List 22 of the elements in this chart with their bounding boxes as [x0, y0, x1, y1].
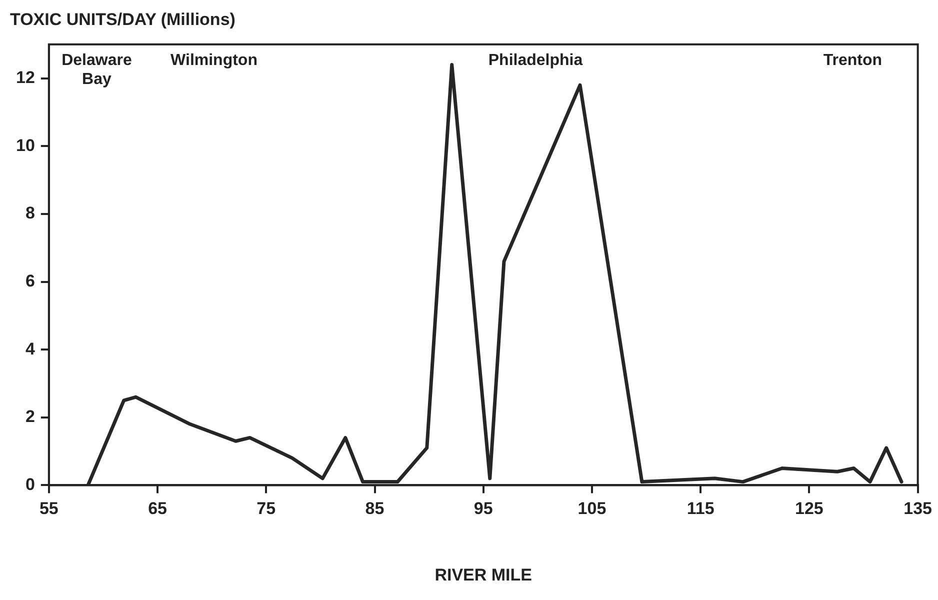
annotation: Delaware Bay	[62, 52, 132, 88]
y-tick-label: 8	[25, 204, 35, 223]
x-tick-label: 135	[904, 499, 932, 518]
annotation: Trenton	[823, 52, 882, 69]
y-tick-label: 4	[25, 339, 36, 358]
x-tick-label: 85	[365, 499, 384, 518]
y-tick-label: 6	[25, 271, 35, 290]
x-tick-label: 55	[39, 499, 58, 518]
annotation: Wilmington	[170, 52, 258, 69]
y-tick-label: 2	[25, 407, 35, 426]
annotation: Philadelphia	[488, 52, 583, 69]
x-tick-label: 125	[795, 499, 824, 518]
y-tick-label: 0	[25, 474, 35, 494]
x-tick-label: 75	[256, 499, 276, 518]
y-tick-label: 12	[16, 68, 35, 87]
x-tick-label: 95	[474, 499, 493, 518]
y-axis-title: TOXIC UNITS/DAY (Millions)	[10, 10, 236, 29]
y-tick-label: 10	[16, 136, 35, 155]
x-tick-label: 105	[578, 499, 606, 518]
x-axis-title: RIVER MILE	[434, 565, 532, 584]
x-tick-label: 65	[148, 499, 167, 518]
x-tick-label: 115	[686, 499, 714, 518]
